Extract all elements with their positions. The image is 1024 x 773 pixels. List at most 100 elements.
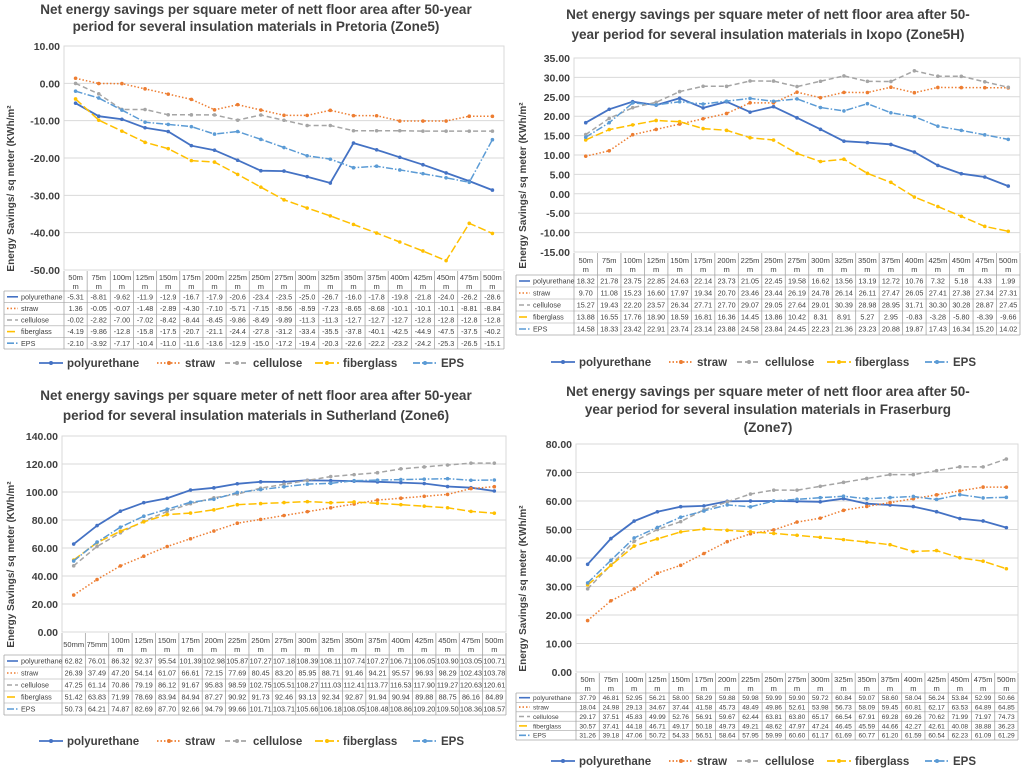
data-point-eps <box>444 175 448 180</box>
table-header-cell: m <box>887 684 893 693</box>
legend-marker-polyurethane <box>561 360 565 364</box>
table-value-cell: -8.44 <box>183 316 199 325</box>
table-value-cell: 62.23 <box>952 733 969 740</box>
data-point-cellulose <box>374 128 379 133</box>
y-tick-label: 30.00 <box>544 72 570 84</box>
chart-title-line: Net energy savings per square meter of n… <box>40 2 472 17</box>
data-point-cellulose <box>911 472 916 477</box>
table-value-cell: 50.18 <box>696 723 713 730</box>
data-point-fiberglass <box>235 502 240 507</box>
legend-label-eps: EPS <box>953 357 976 369</box>
data-point-fiberglass <box>305 206 309 210</box>
data-point-cellulose <box>282 118 286 123</box>
data-point-polyurethane <box>934 509 939 514</box>
table-value-cell: 92.66 <box>182 705 200 714</box>
table-value-cell: 103.90 <box>437 657 459 666</box>
data-point-eps <box>235 129 240 134</box>
table-value-cell: 102.43 <box>460 669 482 678</box>
legend-marker-cellulose <box>747 759 751 763</box>
table-value-cell: 64.89 <box>975 704 992 711</box>
table-value-cell: 105.51 <box>273 681 295 690</box>
table-value-cell: 109.20 <box>413 705 435 714</box>
table-value-cell: -8.68 <box>368 304 384 313</box>
table-value-cell: 72.15 <box>205 669 223 678</box>
table-header-cell: m <box>304 282 310 291</box>
data-point-eps <box>282 145 286 150</box>
table-value-cell: -2.10 <box>67 339 83 348</box>
table-value-cell: 107.18 <box>273 657 295 666</box>
data-point-straw <box>654 127 658 132</box>
data-point-cellulose <box>212 113 217 117</box>
table-value-cell: 30.57 <box>579 723 596 730</box>
table-value-cell: -2.82 <box>91 316 107 325</box>
table-header-cell: m <box>606 265 612 274</box>
table-value-cell: 23.57 <box>647 301 665 310</box>
table-header-cell: m <box>630 265 636 274</box>
data-point-eps <box>724 99 729 103</box>
table-value-cell: 101.39 <box>180 657 202 666</box>
data-point-polyurethane <box>609 536 613 541</box>
data-point-fiberglass <box>165 512 169 517</box>
data-point-polyurethane <box>771 104 776 109</box>
y-tick-label: 15.00 <box>544 131 570 143</box>
table-value-cell: 26.19 <box>788 289 806 298</box>
table-value-cell: 23.42 <box>624 325 642 334</box>
table-header-cell: 250m <box>764 675 783 684</box>
data-point-straw <box>212 529 216 533</box>
table-header-cell: m <box>700 265 706 274</box>
data-point-eps <box>141 514 146 519</box>
table-header-cell: m <box>1003 684 1009 693</box>
legend-marker-eps <box>423 739 427 743</box>
table-value-cell: 46.81 <box>603 695 620 702</box>
data-point-eps <box>677 99 682 104</box>
table-value-cell: 24.63 <box>671 277 689 286</box>
data-point-eps <box>258 487 263 492</box>
table-value-cell: -8.45 <box>206 316 222 325</box>
table-header-cell: 375m <box>368 636 387 645</box>
table-series-name: straw <box>21 669 39 678</box>
table-value-cell: 60.60 <box>789 733 806 740</box>
table-header-cell: 100m <box>623 256 642 265</box>
table-header-cell: 125m <box>648 675 667 684</box>
data-point-fiberglass <box>1004 566 1009 571</box>
y-axis-label: Energy Savings/ sq meter (KWh/m² <box>6 481 17 648</box>
table-value-cell: 27.64 <box>788 301 806 310</box>
data-point-polyurethane <box>818 127 823 132</box>
legend-marker-eps <box>423 361 427 365</box>
table-value-cell: 5.18 <box>954 277 968 286</box>
data-point-fiberglass <box>422 504 427 508</box>
table-value-cell: 22.85 <box>647 277 665 286</box>
table-value-cell: 57.95 <box>742 733 759 740</box>
table-header-cell: 475m <box>975 256 994 265</box>
data-point-cellulose <box>71 564 76 568</box>
table-value-cell: 100.71 <box>483 657 505 666</box>
data-point-straw <box>1004 485 1009 489</box>
table-value-cell: 94.21 <box>368 669 386 678</box>
table-value-cell: -3.92 <box>91 339 107 348</box>
table-header-cell: 125m <box>136 273 155 282</box>
chart-title-line: Net energy savings per square meter of n… <box>40 388 472 403</box>
table-value-cell: 29.07 <box>741 301 759 310</box>
table-header-cell: 275m <box>788 256 807 265</box>
data-point-straw <box>492 484 497 489</box>
data-point-fiberglass <box>958 555 962 560</box>
table-value-cell: -37.8 <box>345 327 361 336</box>
legend-label-cellulose: cellulose <box>765 756 814 768</box>
data-point-eps <box>911 494 916 499</box>
table-header-cell: 150m <box>159 273 178 282</box>
data-point-fiberglass <box>981 559 985 563</box>
table-value-cell: 2.95 <box>884 313 898 322</box>
table-value-cell: 58.64 <box>719 733 736 740</box>
data-point-polyurethane <box>445 484 450 489</box>
y-tick-label: -50.00 <box>30 265 60 277</box>
table-value-cell: -21.1 <box>206 327 222 336</box>
series-line-cellulose <box>585 70 1009 136</box>
table-value-cell: 87.27 <box>205 693 223 702</box>
data-point-eps <box>771 99 776 104</box>
table-value-cell: 88.75 <box>439 693 457 702</box>
table-value-cell: 76.01 <box>88 657 106 666</box>
table-value-cell: 37.49 <box>88 669 106 678</box>
table-value-cell: 8.31 <box>813 313 827 322</box>
table-value-cell: 60.84 <box>835 695 852 702</box>
table-value-cell: -0.05 <box>91 304 107 313</box>
